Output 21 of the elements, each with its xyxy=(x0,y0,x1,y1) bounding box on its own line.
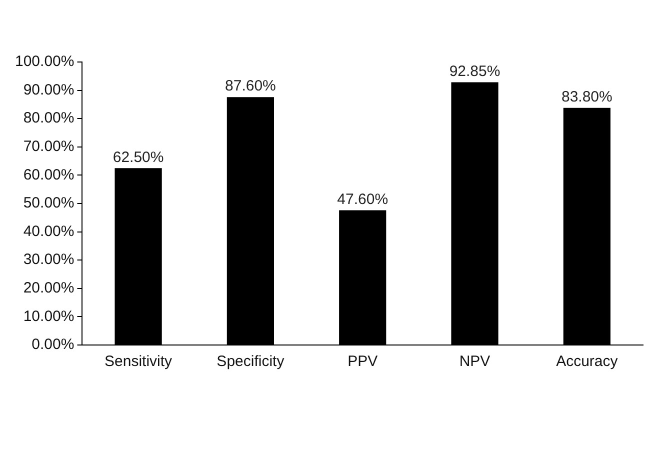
data-label: 92.85% xyxy=(449,62,500,80)
x-tick-label: Accuracy xyxy=(556,353,618,370)
y-tick-label: 50.00% xyxy=(23,194,74,212)
x-tick-label: Specificity xyxy=(216,353,285,370)
data-label: 62.50% xyxy=(112,148,164,166)
data-label: 83.80% xyxy=(561,88,612,106)
x-tick-label: Sensitivity xyxy=(104,353,173,370)
y-tick-label: 90.00% xyxy=(23,81,74,98)
x-tick-label: NPV xyxy=(459,353,490,370)
y-tick-label: 20.00% xyxy=(23,280,74,297)
y-tick-label: 10.00% xyxy=(23,308,74,325)
y-tick-label: 30.00% xyxy=(23,251,74,268)
data-label: 47.60% xyxy=(337,190,388,208)
y-tick-label: 70.00% xyxy=(23,138,74,156)
y-tick-label: 60.00% xyxy=(23,166,74,184)
y-tick-label: 40.00% xyxy=(23,222,74,240)
y-tick-label: 0.00% xyxy=(32,336,74,354)
y-tick-label: 80.00% xyxy=(23,110,74,127)
x-tick-label: PPV xyxy=(348,353,378,370)
data-label: 87.60% xyxy=(225,78,276,95)
y-tick-label: 100.00% xyxy=(15,53,74,70)
